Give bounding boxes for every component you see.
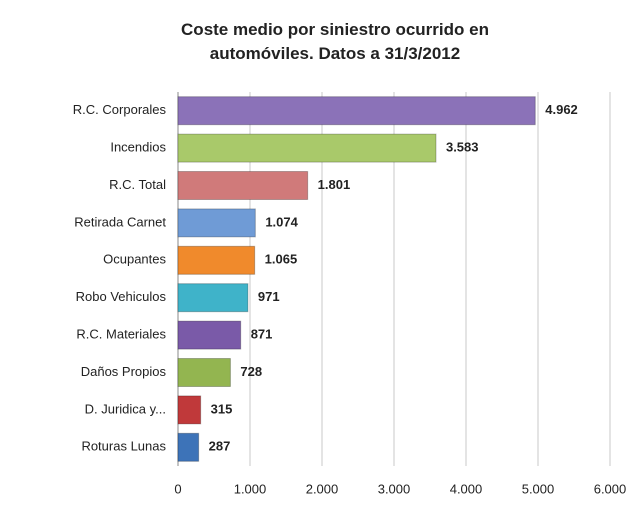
value-label: 1.801 [318, 177, 351, 192]
x-tick-label: 1.000 [234, 481, 267, 496]
x-tick-label: 6.000 [594, 481, 627, 496]
bar [177, 320, 242, 350]
value-label: 1.074 [265, 214, 298, 229]
bar [177, 245, 256, 275]
x-tick-label: 5.000 [522, 481, 555, 496]
bar [177, 358, 231, 387]
x-tick-label: 3.000 [378, 481, 411, 496]
y-tick-label: R.C. Materiales [76, 327, 166, 342]
bar [177, 133, 437, 163]
y-tick-label: Daños Propios [81, 364, 167, 379]
value-label: 728 [240, 364, 262, 379]
y-tick-label: Incendios [110, 140, 166, 155]
value-label: 4.962 [545, 102, 578, 117]
bar [177, 96, 536, 126]
value-label: 287 [209, 439, 231, 454]
bar [177, 283, 249, 313]
value-label: 971 [258, 289, 280, 304]
value-label: 871 [251, 327, 273, 342]
x-tick-label: 4.000 [450, 481, 483, 496]
bar [177, 432, 200, 462]
y-tick-label: R.C. Corporales [73, 102, 167, 117]
x-tick-label: 0 [174, 481, 181, 496]
chart-title: Coste medio por siniestro ocurrido en au… [181, 20, 489, 63]
value-label: 1.065 [265, 252, 298, 267]
y-tick-label: Roturas Lunas [81, 439, 166, 454]
y-tick-label: Ocupantes [103, 252, 166, 267]
x-tick-label: 2.000 [306, 481, 339, 496]
bar [177, 395, 202, 425]
y-tick-label: D. Juridica y... [85, 401, 166, 416]
bar [177, 171, 309, 200]
y-tick-label: Retirada Carnet [74, 214, 166, 229]
value-label: 315 [211, 401, 233, 416]
value-label: 3.583 [446, 140, 479, 155]
bar [177, 208, 256, 238]
y-tick-label: R.C. Total [109, 177, 166, 192]
y-tick-label: Robo Vehiculos [76, 289, 167, 304]
